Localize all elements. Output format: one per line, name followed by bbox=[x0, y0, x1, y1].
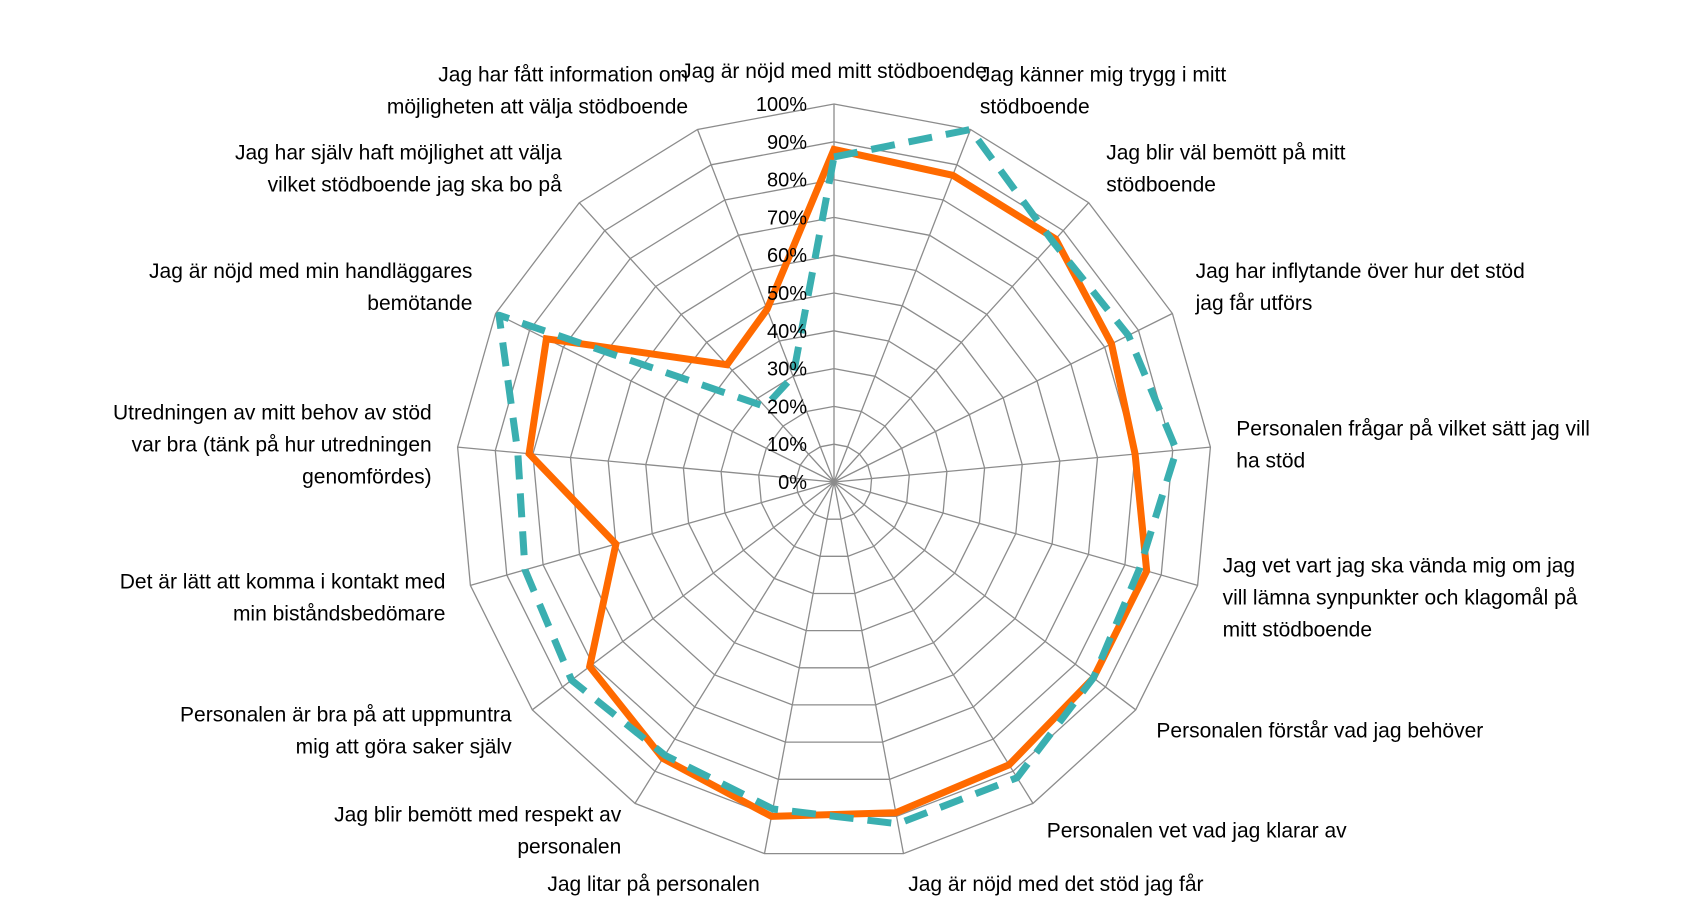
grid-spoke bbox=[634, 481, 835, 804]
category-label: möjligheten att välja stödboende bbox=[387, 95, 688, 118]
category-label: Jag har fått information om bbox=[438, 63, 688, 86]
category-label: Jag är nöjd med det stöd jag får bbox=[908, 873, 1203, 896]
radial-axis-ticks: 0% 10% 20% 30% 40% 50% 60% 70% 80% 90% 100% bbox=[756, 94, 807, 494]
category-label: vilket stödboende jag ska bo på bbox=[268, 173, 563, 196]
category-label: min biståndsbedömare bbox=[233, 603, 445, 626]
radial-tick-label: 30% bbox=[767, 359, 807, 381]
radial-tick-label: 60% bbox=[767, 245, 807, 267]
grid-ring bbox=[456, 103, 1212, 855]
grid-ring bbox=[720, 367, 948, 595]
grid-ring bbox=[532, 178, 1136, 780]
series-line-2 bbox=[495, 126, 1180, 828]
category-label: Jag blir väl bemött på mitt bbox=[1106, 141, 1345, 164]
radial-tick-label: 70% bbox=[767, 207, 807, 229]
category-label: stödboende bbox=[1106, 173, 1216, 196]
grid-ring bbox=[682, 330, 986, 632]
category-label: Jag är nöjd med min handläggares bbox=[149, 260, 472, 283]
category-label: vill lämna synpunkter och klagomål på bbox=[1223, 587, 1578, 610]
grid-ring bbox=[758, 405, 910, 557]
category-label: Jag känner mig trygg i mitt bbox=[980, 63, 1226, 86]
radar-grid bbox=[456, 103, 1212, 855]
category-label: bemötande bbox=[367, 292, 472, 315]
grid-spoke bbox=[531, 481, 835, 711]
category-label: jag får utförs bbox=[1195, 292, 1313, 315]
grid-spoke bbox=[833, 446, 1211, 483]
radial-tick-label: 10% bbox=[767, 434, 807, 456]
category-label: Jag har själv haft möjlighet att välja bbox=[235, 141, 562, 164]
category-label: ha stöd bbox=[1236, 450, 1305, 473]
category-label: Det är lätt att komma i kontakt med bbox=[120, 571, 446, 594]
grid-spoke bbox=[833, 312, 1173, 483]
grid-spoke bbox=[470, 481, 835, 587]
radial-tick-label: 0% bbox=[778, 472, 807, 494]
grid-ring bbox=[795, 443, 873, 520]
radial-tick-label: 20% bbox=[767, 396, 807, 418]
radial-tick-label: 50% bbox=[767, 283, 807, 305]
radial-tick-label: 40% bbox=[767, 321, 807, 343]
category-label: stödboende bbox=[980, 95, 1090, 118]
grid-spoke bbox=[833, 202, 1090, 483]
grid-spoke bbox=[833, 129, 972, 483]
grid-spoke bbox=[833, 481, 1034, 804]
category-label: Jag litar på personalen bbox=[547, 873, 759, 896]
category-label: personalen bbox=[517, 836, 621, 859]
category-label: genomfördes) bbox=[302, 466, 432, 489]
category-label: Jag har inflytande över hur det stöd bbox=[1196, 260, 1525, 283]
category-label: Jag vet vart jag ska vända mig om jag bbox=[1223, 555, 1576, 578]
category-label: mitt stödboende bbox=[1223, 619, 1372, 642]
radial-tick-label: 100% bbox=[756, 94, 807, 116]
grid-spoke bbox=[763, 481, 835, 854]
category-label: mig att göra saker själv bbox=[296, 736, 512, 759]
category-label: Jag blir bemött med respekt av bbox=[334, 804, 622, 827]
grid-spoke bbox=[578, 202, 835, 483]
radial-tick-label: 90% bbox=[767, 132, 807, 154]
category-label: var bra (tänk på hur utredningen bbox=[132, 434, 432, 457]
category-label: Personalen förstår vad jag behöver bbox=[1156, 720, 1483, 743]
grid-ring bbox=[645, 292, 1023, 669]
category-label: Jag är nöjd med mitt stödboende bbox=[681, 60, 987, 83]
grid-spoke bbox=[833, 481, 905, 854]
category-label: Personalen är bra på att uppmuntra bbox=[180, 704, 512, 727]
category-label: Personalen vet vad jag klarar av bbox=[1047, 820, 1347, 843]
radial-tick-label: 80% bbox=[767, 170, 807, 192]
category-label: Personalen frågar på vilket sätt jag vil… bbox=[1236, 418, 1590, 441]
radar-series bbox=[495, 126, 1180, 828]
category-label: Utredningen av mitt behov av stöd bbox=[113, 402, 432, 425]
grid-spoke bbox=[833, 481, 1137, 711]
grid-ring bbox=[607, 254, 1061, 706]
grid-spoke bbox=[457, 446, 835, 483]
